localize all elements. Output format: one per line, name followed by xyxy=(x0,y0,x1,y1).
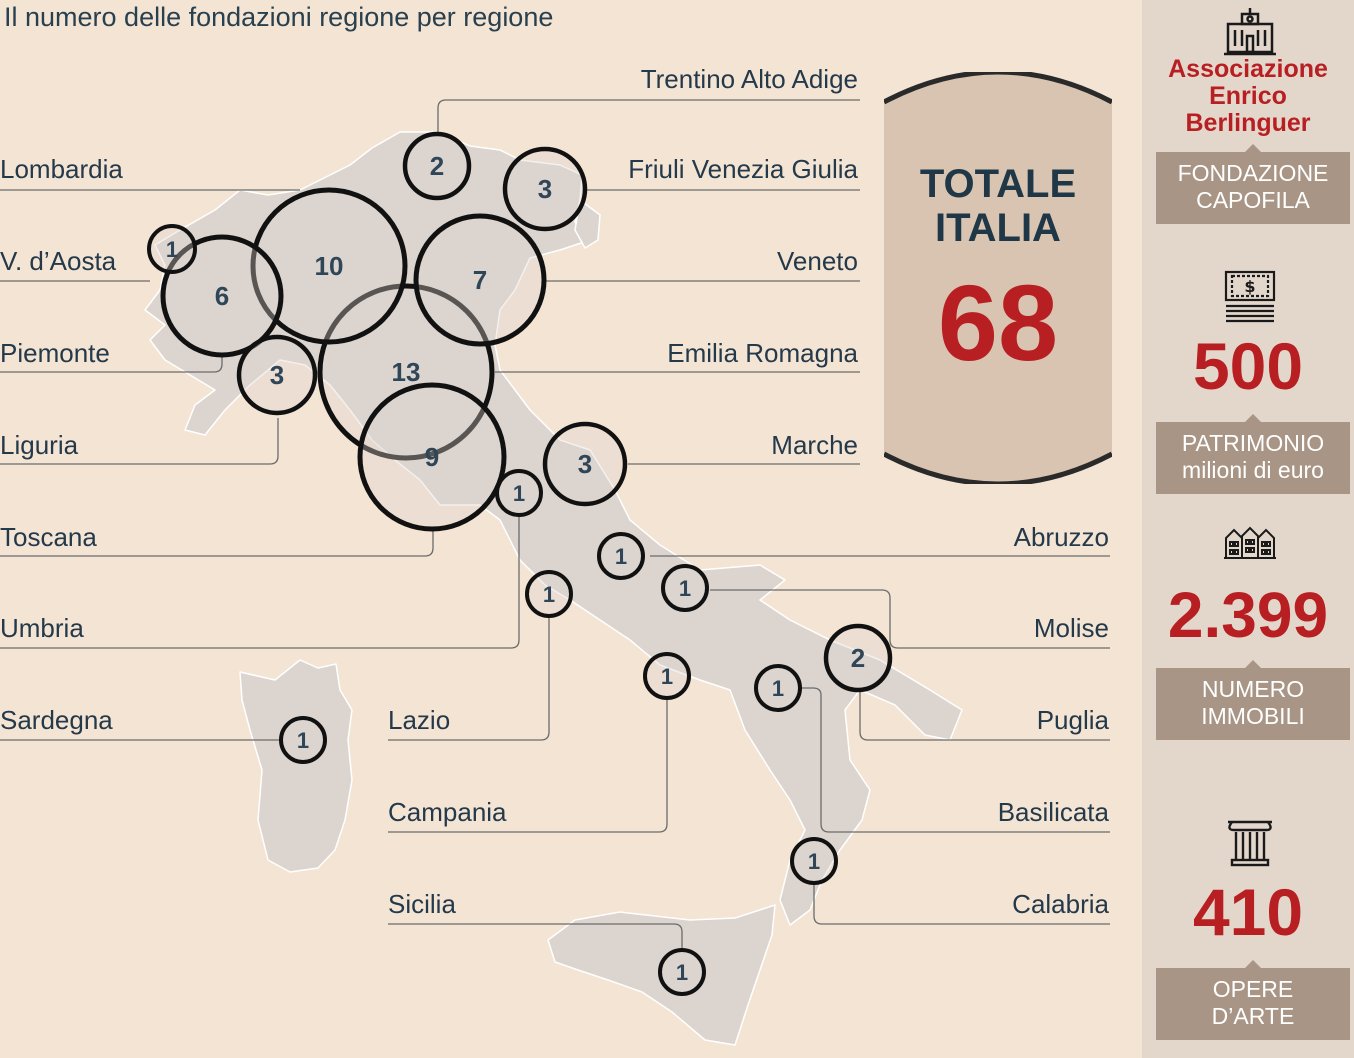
label-liguria: Liguria xyxy=(0,430,79,460)
svg-text:1: 1 xyxy=(615,544,627,569)
buildings-icon xyxy=(1224,526,1276,559)
org-name: Associazione Enrico Berlinguer xyxy=(1168,55,1328,137)
label-aosta: V. d’Aosta xyxy=(0,246,117,276)
bubble-puglia: 2 xyxy=(823,623,893,693)
svg-text:1: 1 xyxy=(772,676,784,701)
leader-toscana xyxy=(0,531,434,557)
svg-text:1: 1 xyxy=(166,237,178,262)
column-icon xyxy=(1228,820,1272,867)
label-puglia: Puglia xyxy=(1037,705,1110,735)
totale-value: 68 xyxy=(937,262,1059,383)
bubble-sardegna: 1 xyxy=(279,716,327,764)
label-lazio: Lazio xyxy=(388,705,450,735)
label-piemonte: Piemonte xyxy=(0,338,110,368)
immobili-value: 2.399 xyxy=(1167,579,1329,651)
leader-puglia xyxy=(859,692,1110,741)
leader-basilicata xyxy=(800,687,1110,833)
org-tag: FONDAZIONE CAPOFILA xyxy=(1156,144,1350,224)
italy-landmass xyxy=(144,131,963,1046)
foundation-building-icon xyxy=(1224,8,1276,56)
opere-value: 410 xyxy=(1192,875,1304,949)
svg-text:2: 2 xyxy=(851,643,865,673)
svg-text:1: 1 xyxy=(679,576,691,601)
bubble-abruzzo: 1 xyxy=(597,532,645,580)
italy-map: Trentino Alto Adige Lombardia Friuli Ven… xyxy=(0,64,1110,1046)
svg-text:1: 1 xyxy=(297,728,309,753)
stats-sidebar: Associazione Enrico Berlinguer FONDAZION… xyxy=(1142,0,1354,1058)
svg-text:7: 7 xyxy=(473,265,487,295)
patrimonio-value: 500 xyxy=(1192,329,1304,403)
patrimonio-tag: PATRIMONIO milioni di euro xyxy=(1156,414,1350,494)
svg-text:1: 1 xyxy=(513,481,525,506)
label-toscana: Toscana xyxy=(0,522,97,552)
svg-text:3: 3 xyxy=(270,360,284,390)
svg-text:1: 1 xyxy=(543,582,555,607)
label-veneto: Veneto xyxy=(777,246,858,276)
svg-text:3: 3 xyxy=(538,174,552,204)
svg-text:3: 3 xyxy=(578,449,592,479)
label-emilia: Emilia Romagna xyxy=(667,338,858,368)
svg-text:9: 9 xyxy=(425,442,439,472)
bubble-piemonte: 6 xyxy=(160,234,284,358)
svg-text:$: $ xyxy=(1244,277,1255,296)
label-molise: Molise xyxy=(1034,613,1109,643)
label-sicilia: Sicilia xyxy=(388,889,456,919)
svg-text:6: 6 xyxy=(215,281,229,311)
bubble-campania: 1 xyxy=(643,652,691,700)
svg-text:1: 1 xyxy=(808,849,820,874)
svg-text:10: 10 xyxy=(315,251,344,281)
bubble-molise: 1 xyxy=(661,564,709,612)
bubble-trentino: 2 xyxy=(402,131,472,201)
bubble-lombardia: 10 xyxy=(250,187,408,345)
leader-molise xyxy=(710,589,1110,649)
label-sardegna: Sardegna xyxy=(0,705,113,735)
label-abruzzo: Abruzzo xyxy=(1014,522,1109,552)
bubble-lazio: 1 xyxy=(525,570,573,618)
label-umbria: Umbria xyxy=(0,613,84,643)
leader-calabria xyxy=(813,884,1110,925)
bubble-toscana: 9 xyxy=(357,382,507,532)
bubble-liguria: 3 xyxy=(236,334,318,416)
totale-label: TOTALE ITALIA xyxy=(919,162,1077,250)
leader-umbria xyxy=(0,515,520,649)
region-labels: Trentino Alto Adige Lombardia Friuli Ven… xyxy=(0,64,1110,919)
label-basilicata: Basilicata xyxy=(998,797,1110,827)
leader-piemonte xyxy=(0,356,223,373)
bubble-basilicata: 1 xyxy=(754,664,802,712)
bubble-emilia: 13 xyxy=(317,283,495,461)
bubble-umbria: 1 xyxy=(495,469,543,517)
svg-text:1: 1 xyxy=(661,664,673,689)
totale-badge xyxy=(884,72,1112,484)
label-trentino: Trentino Alto Adige xyxy=(641,64,858,94)
immobili-tag: NUMERO IMMOBILI xyxy=(1156,660,1350,740)
bubble-sicilia: 1 xyxy=(658,948,706,996)
region-bubbles: 13 10 7 9 6 3 3 2 1 3 1 1 1 1 2 1 1 1 1 … xyxy=(147,131,893,996)
svg-text:1: 1 xyxy=(676,960,688,985)
svg-text:13: 13 xyxy=(392,357,421,387)
svg-text:2: 2 xyxy=(430,151,444,181)
label-campania: Campania xyxy=(388,797,507,827)
bubble-veneto: 7 xyxy=(413,213,547,347)
label-friuli: Friuli Venezia Giulia xyxy=(628,154,858,184)
leader-sicilia xyxy=(388,923,683,950)
banknote-icon: $ xyxy=(1224,270,1276,323)
label-calabria: Calabria xyxy=(1012,889,1109,919)
leader-liguria xyxy=(0,418,279,465)
leader-lines xyxy=(0,99,1110,950)
bubble-aosta: 1 xyxy=(147,224,197,274)
page-title: Il numero delle fondazioni regione per r… xyxy=(4,2,554,32)
leader-campania xyxy=(388,698,668,833)
bubble-marche: 3 xyxy=(542,421,628,507)
bubble-friuli: 3 xyxy=(502,146,588,232)
label-lombardia: Lombardia xyxy=(0,154,123,184)
bubble-calabria: 1 xyxy=(790,837,838,885)
leader-trentino xyxy=(437,99,860,132)
label-marche: Marche xyxy=(771,430,858,460)
opere-tag: OPERE D’ARTE xyxy=(1156,960,1350,1040)
leader-lazio xyxy=(388,616,550,741)
